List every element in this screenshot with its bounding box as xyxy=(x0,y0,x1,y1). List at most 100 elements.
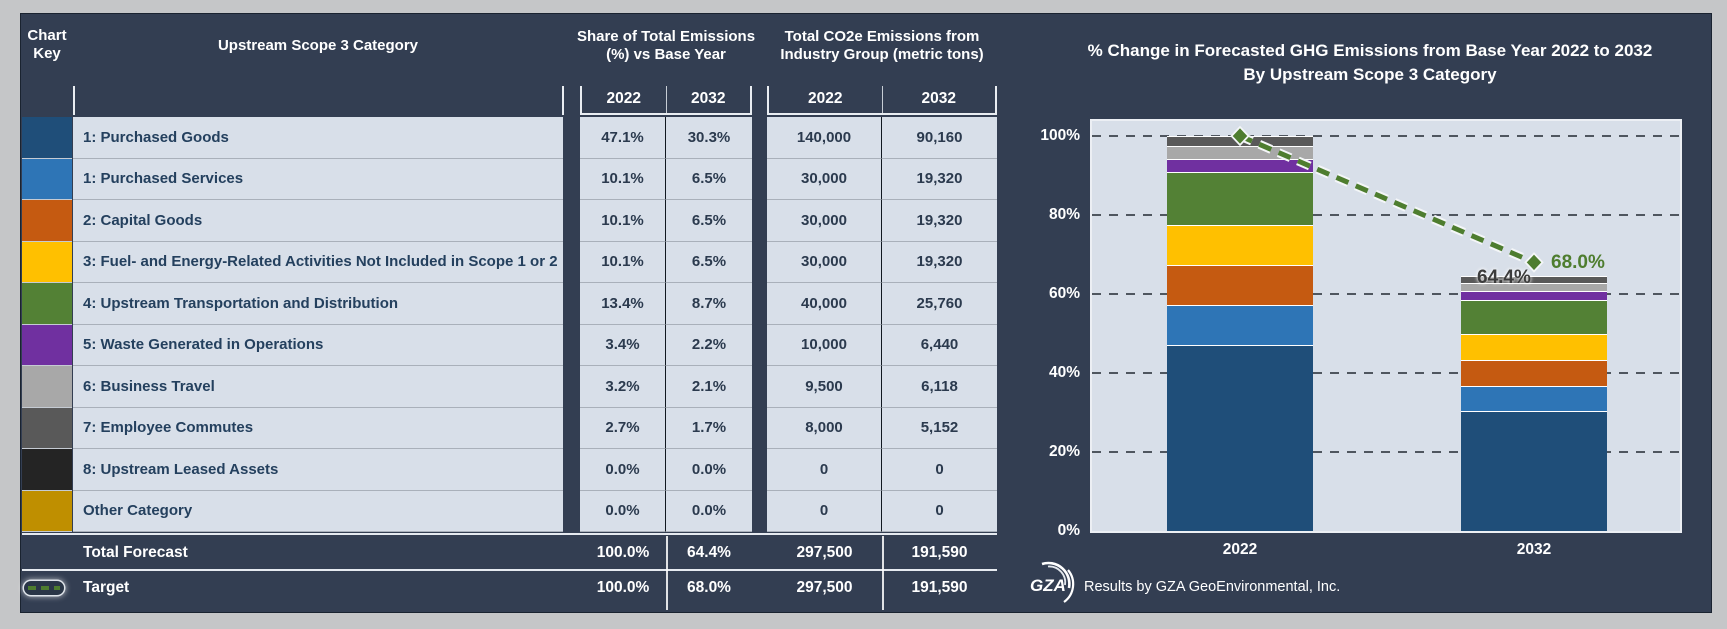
share-2032-cell: 8.7% xyxy=(666,283,752,325)
bar-segment xyxy=(1461,385,1607,412)
subheader-divider xyxy=(73,86,75,115)
table-row: 5: Waste Generated in Operations 3.4% 2.… xyxy=(22,324,1019,366)
chart-key-swatch xyxy=(22,158,72,200)
share-year-2032: 2032 xyxy=(691,90,726,107)
co2e-2022-cell: 140,000 xyxy=(767,117,882,159)
table-row: 4: Upstream Transportation and Distribut… xyxy=(22,283,1019,325)
y-tick-label: 80% xyxy=(1048,206,1080,223)
co2e-2032-cell: 19,320 xyxy=(882,158,997,200)
y-tick-label: 20% xyxy=(1048,443,1080,460)
category-cell: 2: Capital Goods xyxy=(73,200,563,242)
share-2022-cell: 3.2% xyxy=(580,366,666,408)
total-co2e-2032: 191,590 xyxy=(911,543,968,561)
co2e-2022-cell: 30,000 xyxy=(767,158,882,200)
chart-key-swatch xyxy=(22,366,72,408)
share-2032-cell: 6.5% xyxy=(666,200,752,242)
share-2022-cell: 13.4% xyxy=(580,283,666,325)
target-dash-sample xyxy=(28,586,60,590)
chart-plot-area xyxy=(1090,119,1682,533)
chart-key-swatch xyxy=(22,200,72,242)
table-row: 6: Business Travel 3.2% 2.1% 9,500 6,118 xyxy=(22,366,1019,408)
bar-segment xyxy=(1461,411,1607,531)
category-cell: Other Category xyxy=(73,490,563,532)
category-cell: 8: Upstream Leased Assets xyxy=(73,449,563,491)
y-tick-label: 60% xyxy=(1048,285,1080,302)
co2e-2022-cell: 40,000 xyxy=(767,283,882,325)
category-cell: 4: Upstream Transportation and Distribut… xyxy=(73,283,563,325)
bar-segment xyxy=(1167,225,1313,266)
y-tick-label: 100% xyxy=(1040,127,1080,144)
share-2022-cell: 3.4% xyxy=(580,324,666,366)
co2e-2032-cell: 6,118 xyxy=(882,366,997,408)
target-label: Target xyxy=(83,578,130,596)
category-header: Upstream Scope 3 Category xyxy=(217,37,419,54)
total-forecast-label: Total Forecast xyxy=(83,543,188,561)
share-2032-cell: 2.2% xyxy=(666,324,752,366)
co2e-2032-cell: 0 xyxy=(882,490,997,532)
co2e-2032-cell: 6,440 xyxy=(882,324,997,366)
total-separator-line xyxy=(22,533,997,535)
target-co2e-2022: 297,500 xyxy=(796,578,853,596)
category-cell: 6: Business Travel xyxy=(73,366,563,408)
target-line xyxy=(1230,125,1544,273)
chart-key-swatch xyxy=(22,490,72,532)
share-2022-cell: 10.1% xyxy=(580,200,666,242)
co2e-2022-cell: 10,000 xyxy=(767,324,882,366)
target-co2e-2032: 191,590 xyxy=(911,578,968,596)
bar-segment xyxy=(1461,282,1607,292)
gridline xyxy=(1092,214,1680,216)
total-forecast-row: Total Forecast 100.0% 64.4% 297,500 191,… xyxy=(22,536,1019,569)
bar-segment xyxy=(1461,299,1607,335)
chart-key-swatch xyxy=(22,324,72,366)
co2e-2022-cell: 30,000 xyxy=(767,241,882,283)
total-co2e-2022: 297,500 xyxy=(796,543,853,561)
category-cell: 7: Employee Commutes xyxy=(73,407,563,449)
share-2022-cell: 10.1% xyxy=(580,241,666,283)
table-row: Other Category 0.0% 0.0% 0 0 xyxy=(22,490,1019,532)
bar-segment xyxy=(1167,146,1313,159)
share-year-headers: 2022 2032 xyxy=(580,86,752,115)
co2e-2022-cell: 9,500 xyxy=(767,366,882,408)
bar-segment xyxy=(1167,172,1313,226)
co2e-2032-cell: 19,320 xyxy=(882,200,997,242)
share-2022-cell: 0.0% xyxy=(580,490,666,532)
co2e-2022-cell: 30,000 xyxy=(767,200,882,242)
share-2022-cell: 2.7% xyxy=(580,407,666,449)
chart-key-swatch xyxy=(22,407,72,449)
table-row: 3: Fuel- and Energy-Related Activities N… xyxy=(22,241,1019,283)
chart-key-swatch xyxy=(22,117,72,159)
y-tick-label: 0% xyxy=(1057,522,1080,539)
co2e-2032-cell: 5,152 xyxy=(882,407,997,449)
share-2032-cell: 0.0% xyxy=(666,449,752,491)
co2e-year-2022: 2022 xyxy=(769,86,883,113)
stacked-bar-2032 xyxy=(1461,276,1607,531)
target-row: Target 100.0% 68.0% 297,500 191,590 xyxy=(22,572,1019,603)
share-2022-cell: 10.1% xyxy=(580,158,666,200)
table-row: 1: Purchased Services 10.1% 6.5% 30,000 … xyxy=(22,158,1019,200)
bar-segment xyxy=(1167,265,1313,306)
bar-segment xyxy=(1461,334,1607,360)
gza-logo-text: GZA xyxy=(1030,576,1066,595)
share-year-2022: 2022 xyxy=(582,86,667,113)
share-2032-cell: 30.3% xyxy=(666,117,752,159)
chart-key-swatch xyxy=(22,283,72,325)
target-diamond-2032 xyxy=(1524,252,1544,273)
gridline xyxy=(1092,372,1680,374)
gridline xyxy=(1092,451,1680,453)
bar-segment xyxy=(1461,359,1607,386)
table-body: 1: Purchased Goods 47.1% 30.3% 140,000 9… xyxy=(22,117,1019,532)
y-tick-label: 40% xyxy=(1048,364,1080,381)
chart-title-line2: By Upstream Scope 3 Category xyxy=(1243,65,1497,84)
x-axis-label-2022: 2022 xyxy=(1222,541,1258,558)
share-2032-cell: 2.1% xyxy=(666,366,752,408)
share-2032-cell: 1.7% xyxy=(666,407,752,449)
table-row: 2: Capital Goods 10.1% 6.5% 30,000 19,32… xyxy=(22,200,1019,242)
bar-segment xyxy=(1167,305,1313,345)
co2e-2032-cell: 90,160 xyxy=(882,117,997,159)
chart-key-swatch xyxy=(22,241,72,283)
stacked-bar-2022 xyxy=(1167,135,1313,531)
share-2022-cell: 0.0% xyxy=(580,449,666,491)
chart-title-line1: % Change in Forecasted GHG Emissions fro… xyxy=(1087,41,1653,60)
category-cell: 5: Waste Generated in Operations xyxy=(73,324,563,366)
